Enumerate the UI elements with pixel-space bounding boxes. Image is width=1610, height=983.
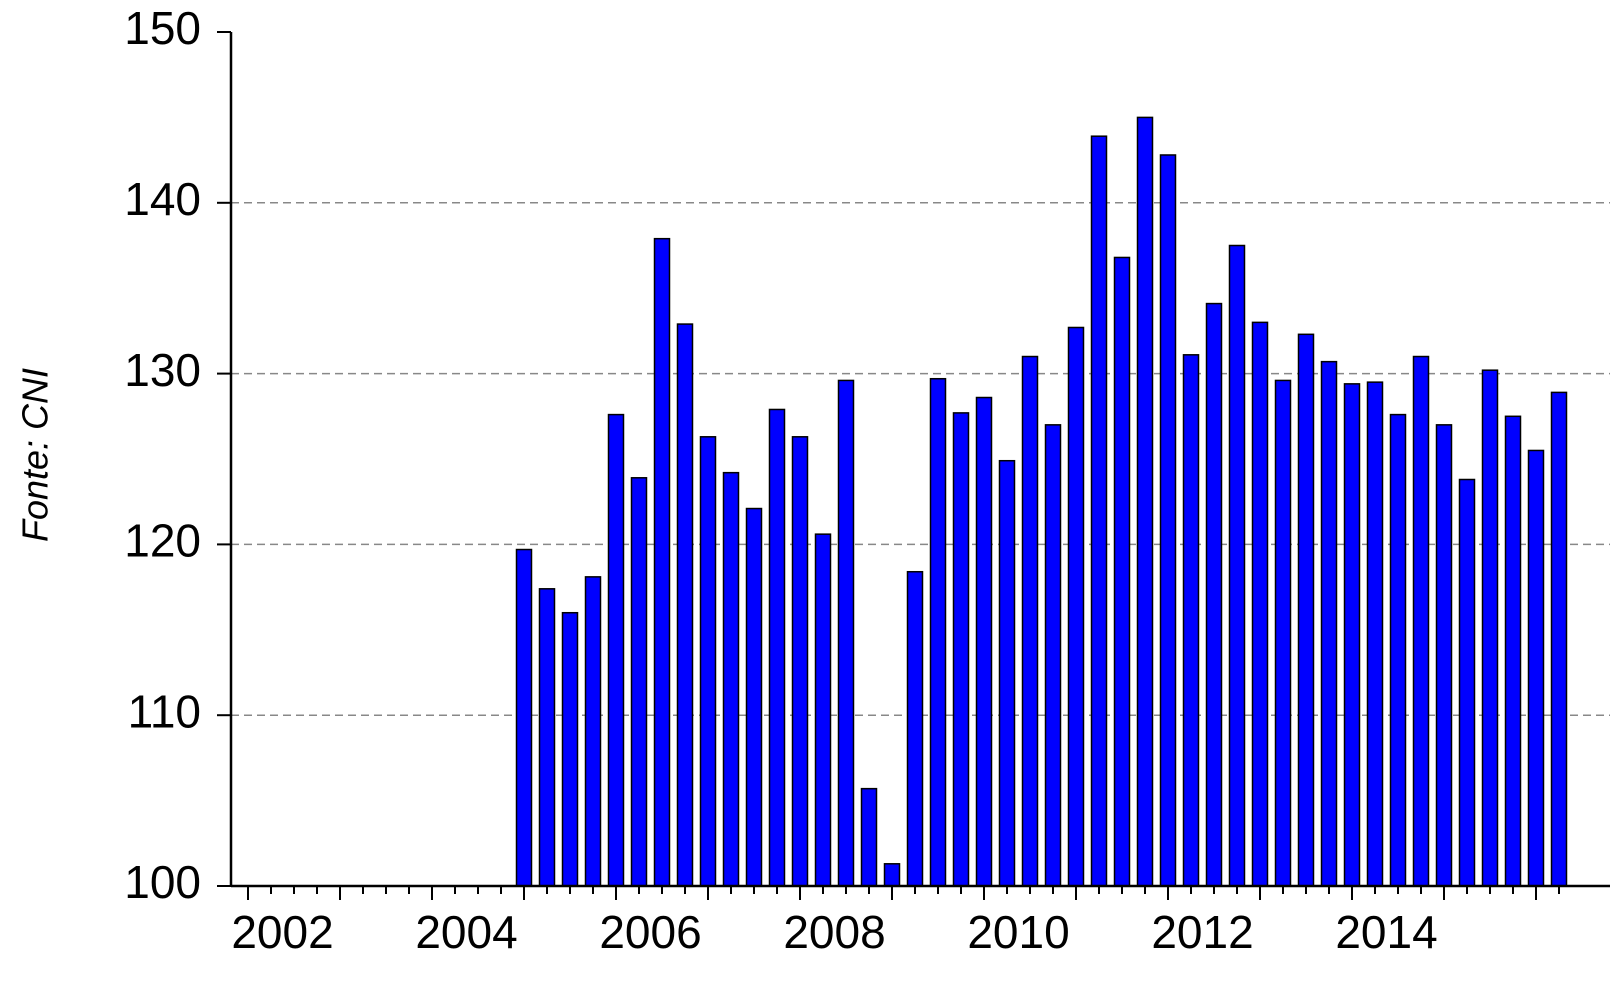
bar xyxy=(745,507,763,887)
bar xyxy=(1343,383,1361,887)
bar xyxy=(1044,424,1062,887)
bar xyxy=(814,533,832,887)
bar xyxy=(952,412,970,887)
bar xyxy=(1435,424,1453,887)
y-tick-label: 130 xyxy=(124,344,201,396)
bar xyxy=(860,787,878,887)
bar xyxy=(1113,256,1131,887)
bar xyxy=(1320,360,1338,887)
x-tick-label: 2006 xyxy=(599,906,701,958)
y-tick-label: 120 xyxy=(124,515,201,567)
x-tick-label: 2004 xyxy=(415,906,517,958)
bar xyxy=(676,323,694,887)
x-tick-label: 2010 xyxy=(967,906,1069,958)
y-tick-label: 150 xyxy=(124,2,201,54)
bar xyxy=(1389,413,1407,887)
x-tick-label: 2014 xyxy=(1335,906,1437,958)
bar xyxy=(1228,244,1246,887)
x-tick-label: 2002 xyxy=(231,906,333,958)
bar xyxy=(538,588,556,887)
bar xyxy=(1550,391,1568,887)
bar xyxy=(607,413,625,887)
bar xyxy=(1251,321,1269,887)
bar xyxy=(906,570,924,887)
bar xyxy=(1412,355,1430,887)
bar xyxy=(837,379,855,887)
bar xyxy=(1527,449,1545,887)
bar xyxy=(1159,154,1177,887)
x-tick-label: 2012 xyxy=(1151,906,1253,958)
bar xyxy=(791,436,809,887)
y-tick-label: 110 xyxy=(128,685,201,737)
bar xyxy=(1297,333,1315,887)
bar xyxy=(561,611,579,887)
y-axis-label: Fonte: CNI xyxy=(15,368,56,542)
bar xyxy=(1090,135,1108,887)
bar xyxy=(1481,369,1499,887)
bar xyxy=(1021,355,1039,887)
y-tick-label: 140 xyxy=(124,173,201,225)
bar xyxy=(998,459,1016,887)
bar xyxy=(883,863,901,887)
bar xyxy=(630,477,648,887)
bar xyxy=(1366,381,1384,887)
bar xyxy=(768,408,786,887)
bar xyxy=(1504,415,1522,887)
bar xyxy=(1067,326,1085,887)
bar xyxy=(1458,478,1476,887)
bar xyxy=(515,548,533,887)
bar xyxy=(722,471,740,887)
bar xyxy=(1274,379,1292,887)
y-tick-label: 100 xyxy=(124,856,201,908)
bar xyxy=(975,396,993,887)
bar xyxy=(1205,302,1223,887)
bar xyxy=(929,377,947,887)
x-tick-label: 2008 xyxy=(783,906,885,958)
bar xyxy=(1136,116,1154,887)
bar xyxy=(699,436,717,887)
bar xyxy=(653,237,671,887)
bar xyxy=(584,576,602,887)
bar xyxy=(1182,354,1200,887)
